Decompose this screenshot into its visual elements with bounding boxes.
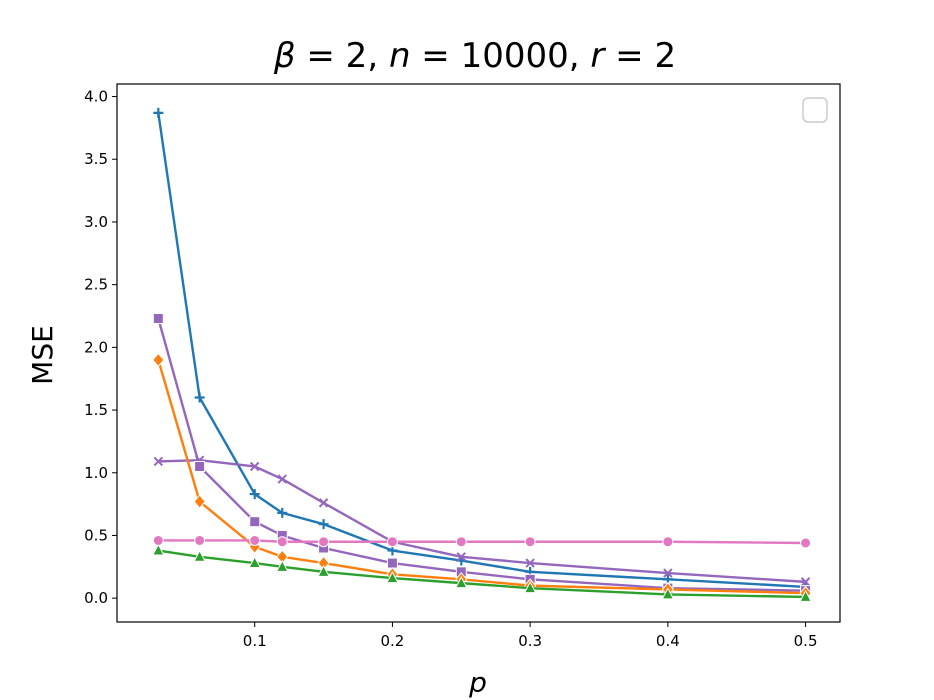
data-point-triangle bbox=[193, 549, 206, 562]
data-point-square bbox=[194, 460, 206, 472]
legend-box bbox=[802, 97, 828, 123]
data-point-x bbox=[800, 577, 811, 587]
title-r-value: = 2 bbox=[604, 36, 676, 76]
data-point-triangle bbox=[799, 589, 812, 602]
series-line-diamond bbox=[157, 359, 806, 595]
series-line-triangle bbox=[158, 549, 806, 599]
data-point-plus bbox=[194, 392, 205, 403]
data-point-x bbox=[250, 461, 260, 472]
series-line-plus bbox=[157, 112, 806, 589]
x-tick-label: 0.5 bbox=[794, 632, 818, 650]
data-point-x bbox=[153, 456, 164, 467]
title-beta-value: = 2, bbox=[296, 36, 389, 76]
series-line-circle bbox=[158, 539, 806, 545]
data-point-circle bbox=[524, 536, 536, 548]
data-point-diamond bbox=[152, 352, 165, 368]
data-point-circle bbox=[318, 536, 330, 548]
chart-title: β = 2, n = 10000, r = 2 bbox=[273, 36, 676, 76]
y-tick-label: 1.0 bbox=[84, 464, 108, 482]
data-point-x bbox=[277, 474, 287, 484]
data-point-plus bbox=[318, 519, 329, 530]
x-axis-label: p bbox=[468, 666, 487, 699]
data-point-x bbox=[663, 568, 673, 578]
data-point-triangle bbox=[317, 564, 330, 577]
data-point-triangle bbox=[661, 587, 675, 600]
data-point-circle bbox=[276, 536, 288, 548]
y-tick-label: 1.5 bbox=[84, 401, 108, 419]
axes-frame bbox=[116, 83, 841, 623]
x-tick-label: 0.1 bbox=[243, 632, 267, 650]
data-point-x bbox=[318, 498, 329, 508]
data-point-circle bbox=[662, 536, 674, 548]
series-line-x bbox=[158, 459, 806, 584]
y-axis-label: MSE bbox=[26, 325, 59, 385]
data-point-plus bbox=[249, 489, 260, 500]
y-tick-label: 0.0 bbox=[84, 589, 108, 607]
x-tick-label: 0.2 bbox=[380, 632, 404, 650]
title-n-symbol: n bbox=[389, 36, 411, 76]
data-point-x bbox=[525, 558, 535, 568]
series-line-square bbox=[157, 318, 806, 592]
data-point-square bbox=[249, 516, 261, 528]
y-tick-label: 4.0 bbox=[84, 88, 108, 106]
y-tick-label: 3.5 bbox=[84, 150, 108, 168]
data-point-circle bbox=[800, 537, 812, 549]
data-point-x bbox=[456, 552, 466, 562]
y-tick-label: 3.0 bbox=[84, 213, 108, 231]
y-tick-label: 0.5 bbox=[84, 526, 108, 544]
data-point-circle bbox=[386, 536, 398, 548]
data-point-square bbox=[152, 313, 164, 325]
data-point-circle bbox=[152, 534, 164, 546]
data-point-triangle bbox=[275, 559, 289, 572]
data-point-triangle bbox=[386, 571, 399, 584]
data-point-triangle bbox=[523, 581, 537, 594]
title-beta-symbol: β bbox=[273, 36, 296, 76]
data-point-plus bbox=[153, 107, 164, 118]
x-tick-label: 0.4 bbox=[656, 632, 680, 650]
plot-area: 0.1 0.2 0.3 0.4 0.5 0.0 0.5 1.0 1.5 2.0 2.5 3.0 3.5 4… bbox=[84, 83, 841, 650]
title-n-value: = 10000, bbox=[411, 36, 591, 76]
data-point-square bbox=[386, 557, 398, 569]
data-point-diamond bbox=[193, 494, 206, 509]
x-tick-label: 0.3 bbox=[518, 632, 542, 650]
data-point-plus bbox=[277, 507, 288, 518]
y-tick-label: 2.0 bbox=[84, 338, 108, 356]
data-point-circle bbox=[455, 536, 467, 548]
title-r-symbol: r bbox=[590, 36, 606, 76]
data-point-triangle bbox=[151, 543, 165, 556]
data-point-triangle bbox=[248, 555, 262, 569]
y-tick-label: 2.5 bbox=[84, 276, 108, 294]
data-point-circle bbox=[194, 534, 206, 546]
data-point-triangle bbox=[454, 576, 468, 589]
data-point-circle bbox=[249, 534, 261, 546]
